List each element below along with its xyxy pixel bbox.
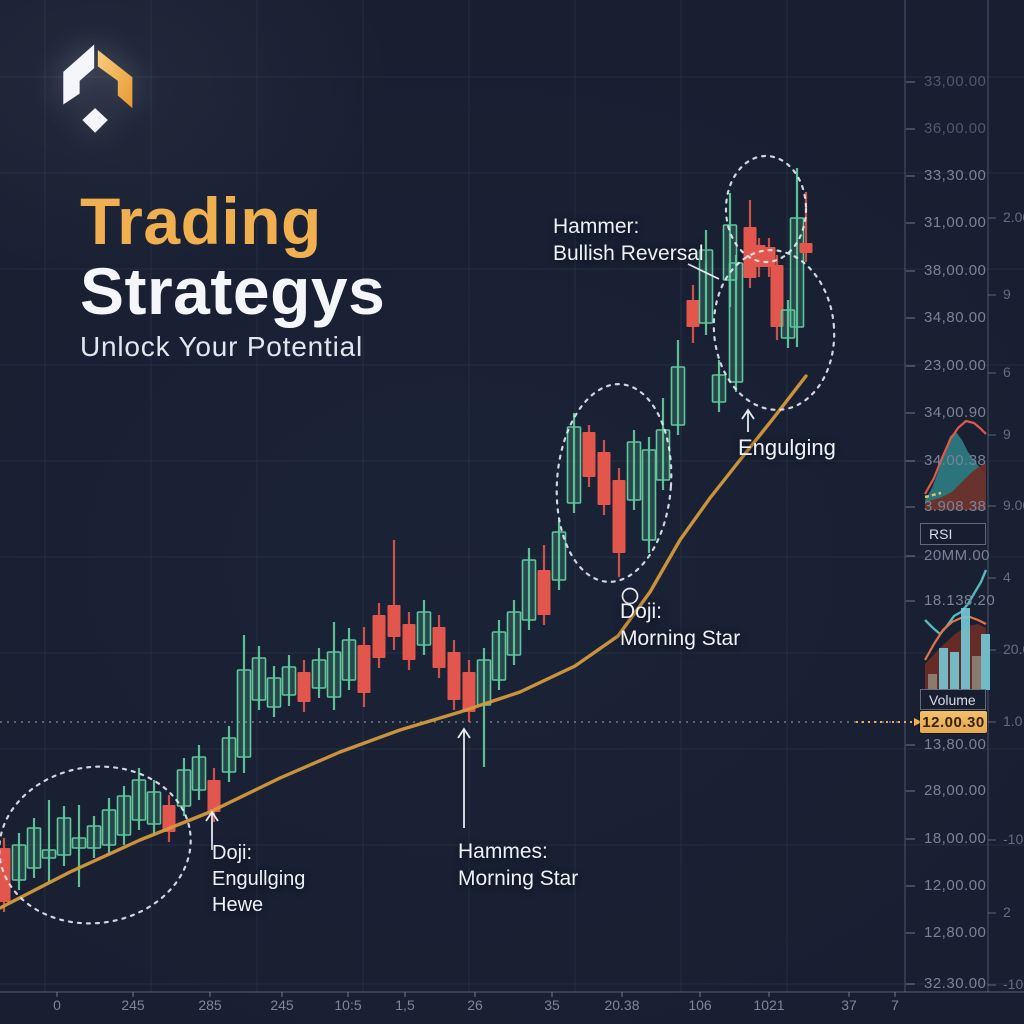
page-title-line2: Strategys (80, 254, 386, 328)
candle-body-up (476, 659, 492, 706)
candles-group (0, 168, 813, 912)
candle-body-up (26, 827, 42, 869)
candle-body-up (506, 611, 522, 656)
candle-body-up (266, 677, 282, 708)
candle-body-up (698, 249, 714, 324)
annotation-pointers-group (205, 263, 755, 850)
candle-body-up (221, 737, 237, 773)
page-subtitle: Unlock Your Potential (80, 331, 363, 362)
candle-body-up (116, 795, 132, 836)
candle-body-down (432, 627, 446, 668)
pattern-dashed-circle (0, 765, 192, 925)
candle-body-up (626, 441, 642, 501)
candle-body-down (297, 672, 311, 702)
annotation-arrowhead-up-icon (741, 408, 755, 420)
grid-lines (0, 0, 1024, 997)
candle-body-down (612, 480, 626, 553)
title-block: Trading Strategys Unlock Your Potential (80, 186, 385, 362)
annotation-pointer-line (687, 263, 720, 280)
annotation-arrowhead-up-icon (457, 727, 471, 739)
candle-body-up (670, 366, 686, 426)
candle-body-up (281, 666, 297, 696)
candle-body-up (236, 669, 252, 758)
candle-body-up (566, 426, 582, 504)
annotation-arrowhead-up-icon (205, 810, 219, 822)
candle-body-down (537, 570, 551, 615)
candle-body-down (357, 645, 371, 693)
candle-body-down (462, 672, 476, 712)
pattern-dashed-circle (555, 383, 673, 583)
mini-chart1-yellow-dash (924, 491, 942, 499)
pattern-circles-group (0, 154, 836, 925)
mini-volume-bar (981, 634, 990, 690)
candle-body-up (86, 825, 102, 849)
pattern-dashed-circle (712, 249, 836, 411)
pattern-dashed-circle (724, 154, 808, 264)
candle-body-up (326, 651, 342, 698)
candle-body-up (101, 809, 117, 846)
candle-body-up (176, 769, 192, 807)
logo-white-arrow (63, 44, 95, 105)
candle-body-up (416, 611, 432, 646)
candle-body-up (41, 849, 57, 859)
mini-chart1-darkred-area (925, 462, 986, 510)
candle-body-down (402, 624, 416, 660)
candle-body-up (491, 631, 507, 681)
candle-body-up (56, 817, 72, 856)
volume-panel-label: Volume (920, 689, 986, 710)
candle-body-down (686, 300, 700, 327)
dotted-level-arrowhead (914, 718, 922, 726)
mini-chart1-red-line (924, 419, 987, 495)
annotation-engulging: Engulging (738, 435, 836, 460)
candle-body-down (799, 243, 813, 253)
mini-volume-bar (972, 656, 981, 690)
logo-gold-arrow (97, 50, 133, 109)
mini-charts-group (924, 419, 990, 690)
mini-volume-bar (939, 648, 948, 690)
candle-body-up (341, 639, 357, 681)
annotation-marker-circle (621, 587, 639, 605)
candle-body-up (146, 791, 162, 825)
logo-diamond (82, 108, 108, 133)
candle-body-down (770, 265, 784, 327)
annotation-doji-engullging-hewe: Doji: Engullging Hewe (212, 842, 306, 916)
price-level-group (0, 718, 922, 726)
candle-body-down (372, 615, 386, 658)
candle-body-up (728, 262, 744, 383)
candle-body-up (711, 374, 727, 403)
candle-body-up (131, 779, 147, 821)
candle-body-down (597, 452, 611, 505)
candle-body-up (251, 657, 267, 701)
annotation-doji-morning-star: Doji: Morning Star (620, 600, 741, 651)
annotation-hammes-morning-star: Hammes: Morning Star (458, 840, 579, 891)
page-title-line1: Trading (80, 184, 322, 258)
candle-body-up (191, 756, 207, 791)
candle-body-up (311, 659, 327, 689)
candle-body-up (641, 449, 657, 541)
mini-chart2-teal-line (924, 569, 988, 636)
candle-body-up (655, 429, 671, 481)
candle-body-down (207, 780, 221, 812)
candle-body-up (521, 559, 537, 621)
mini-chart2-orange-line (924, 615, 987, 661)
candle-body-down (582, 432, 596, 477)
candle-body-up (789, 217, 805, 328)
mini-volume-bar (928, 674, 937, 690)
candle-body-up (551, 531, 567, 581)
rsi-panel-label: RSI (920, 523, 986, 545)
annotation-hammer-bullish-reversal: Hammer: Bullish Reversal (553, 215, 704, 266)
moving-average-line (0, 374, 808, 910)
current-price-tag: 12.00.30 (920, 711, 987, 733)
brand-logo-icon (63, 44, 133, 133)
mini-volume-bar (961, 608, 970, 690)
candle-body-up (71, 837, 87, 849)
candle-body-down (387, 605, 401, 637)
candle-body-up (11, 844, 27, 881)
candle-body-down (447, 652, 461, 700)
candle-body-down (162, 805, 176, 832)
mini-volume-bar (950, 652, 959, 690)
